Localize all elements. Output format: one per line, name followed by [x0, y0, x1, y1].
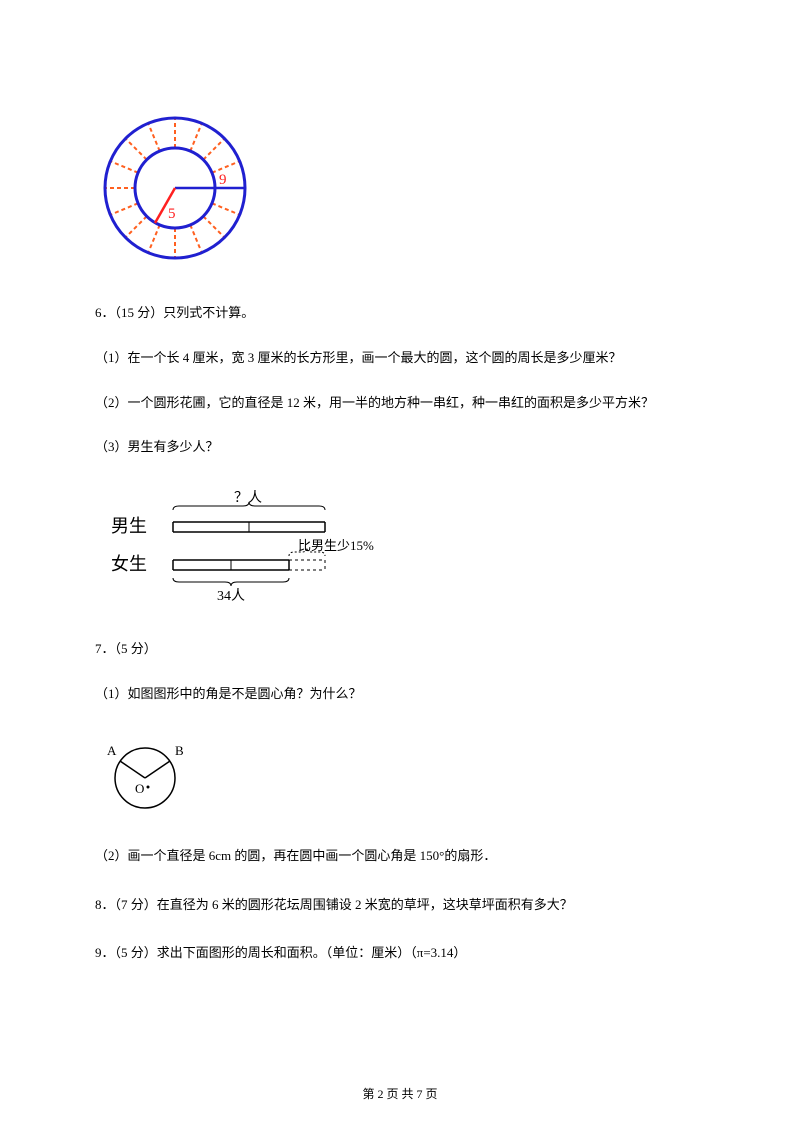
circle-label-b: B: [175, 743, 184, 758]
circle-label-o: O: [135, 781, 144, 796]
ring-label-outer: 9: [219, 172, 227, 188]
q8-text: 8．（7 分）在直径为 6 米的圆形花坛周围铺设 2 米宽的草坪，这块草坪面积有…: [95, 895, 705, 916]
bar-label-male: 男生: [111, 516, 147, 536]
circle-angle-diagram: A B O: [95, 733, 705, 818]
q6-sub3: （3）男生有多少人？: [95, 437, 705, 458]
bar-label-diff: 比男生少15%: [298, 538, 374, 553]
q9-text: 9．（5 分）求出下面图形的周长和面积。（单位：厘米）（π=3.14）: [95, 943, 705, 964]
bar-comparison-diagram: ？人 男生 比男生少15% 女生 34人: [103, 486, 705, 611]
question-7b: （2）画一个直径是 6cm 的圆，再在圆中画一个圆心角是 150°的扇形．: [95, 846, 705, 867]
q6-sub2: （2）一个圆形花圃，它的直径是 12 米，用一半的地方种一串红，种一串红的面积是…: [95, 393, 705, 414]
bar-label-count: 34人: [217, 588, 245, 604]
question-9: 9．（5 分）求出下面图形的周长和面积。（单位：厘米）（π=3.14）: [95, 943, 705, 964]
question-7: 7．（5 分） （1）如图图形中的角是不是圆心角？为什么？: [95, 639, 705, 705]
bar-label-female: 女生: [111, 554, 147, 574]
bar-label-top: ？人: [234, 490, 262, 506]
q6-title: 6．（15 分）只列式不计算。: [95, 303, 705, 324]
ring-diagram: 5 9: [95, 100, 705, 275]
q7-sub1: （1）如图图形中的角是不是圆心角？为什么？: [95, 684, 705, 705]
ring-label-inner: 5: [168, 206, 176, 222]
question-6: 6．（15 分）只列式不计算。 （1）在一个长 4 厘米，宽 3 厘米的长方形里…: [95, 303, 705, 458]
question-8: 8．（7 分）在直径为 6 米的圆形花坛周围铺设 2 米宽的草坪，这块草坪面积有…: [95, 895, 705, 916]
page-footer: 第 2 页 共 7 页: [0, 1085, 800, 1102]
q6-sub1: （1）在一个长 4 厘米，宽 3 厘米的长方形里，画一个最大的圆，这个圆的周长是…: [95, 348, 705, 369]
footer-text: 第 2 页 共 7 页: [362, 1087, 437, 1101]
q7-sub2: （2）画一个直径是 6cm 的圆，再在圆中画一个圆心角是 150°的扇形．: [95, 846, 705, 867]
q7-title: 7．（5 分）: [95, 639, 705, 660]
circle-label-a: A: [107, 743, 117, 758]
